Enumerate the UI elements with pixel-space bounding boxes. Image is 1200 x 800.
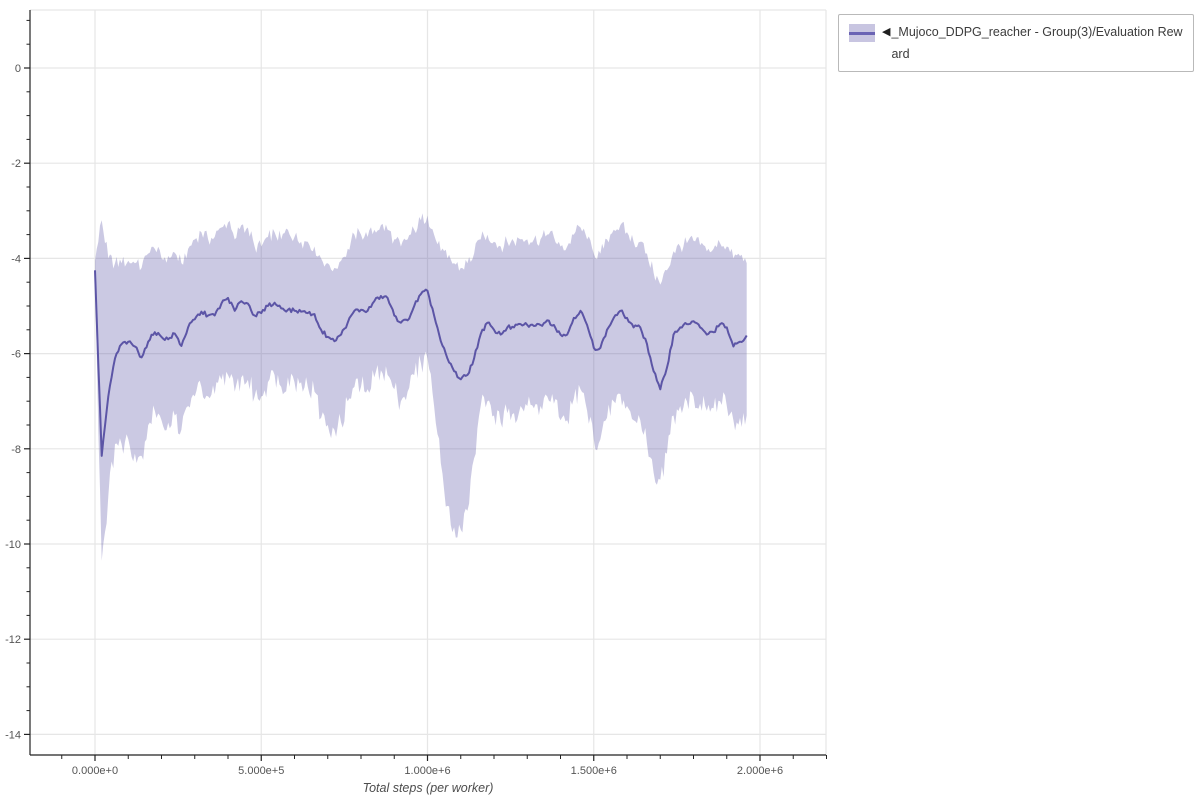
x-tick-label: 1.000e+6 — [404, 765, 450, 777]
x-axis-title: Total steps (per worker) — [362, 781, 494, 795]
y-tick-label: -6 — [11, 349, 21, 361]
mean-line — [94, 270, 748, 457]
gridlines — [30, 9, 827, 755]
confidence-band — [95, 213, 747, 561]
legend-series-label: _Mujoco_DDPG_reacher - Group(3)/Evaluati… — [891, 25, 1183, 61]
legend-swatch-line — [849, 31, 875, 35]
x-tick-label: 2.000e+6 — [737, 765, 783, 777]
y-tick-label: -10 — [5, 539, 21, 551]
x-tick-label: 0.000e+0 — [72, 765, 118, 777]
tick-labels: 0.000e+0 5.000e+5 1.000e+6 1.500e+6 2.000e+6… — [5, 63, 783, 777]
y-tick-label: -12 — [5, 634, 21, 646]
y-tick-label: -14 — [5, 729, 21, 741]
legend-item[interactable]: ◀ _Mujoco_DDPG_reacher - Group(3)/Evalua… — [849, 22, 1183, 65]
collapse-arrow-icon: ◀ — [882, 26, 891, 38]
y-tick-label: -4 — [11, 253, 21, 265]
y-tick-label: 0 — [15, 63, 21, 75]
axes — [24, 10, 827, 761]
x-tick-label: 1.500e+6 — [571, 765, 617, 777]
legend-swatch-band — [849, 24, 875, 42]
legend: ◀ _Mujoco_DDPG_reacher - Group(3)/Evalua… — [838, 14, 1194, 72]
y-tick-label: -8 — [11, 444, 21, 456]
x-tick-label: 5.000e+5 — [238, 765, 284, 777]
y-tick-label: -2 — [11, 158, 21, 170]
